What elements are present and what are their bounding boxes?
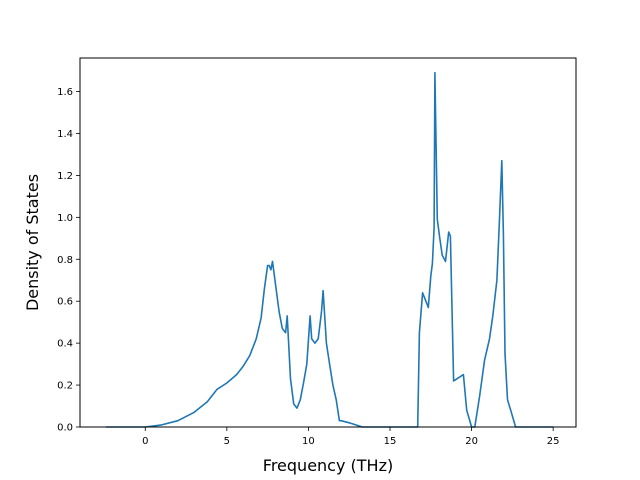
y-tick-label: 1.2: [57, 171, 73, 182]
y-tick-label: 0.2: [57, 381, 73, 392]
axis-ticks: 0 5 10 15 20 25 0.0 0.2 0.4 0.6 0.8 1.0 1.2 1.4 1.6: [57, 87, 559, 447]
y-tick-label: 1.6: [57, 87, 73, 98]
axes-frame: [79, 57, 577, 428]
y-tick-label: 0.4: [57, 339, 73, 350]
x-tick-label: 5: [224, 436, 230, 447]
plot-area: [106, 71, 554, 428]
y-tick-label: 0.6: [57, 297, 73, 308]
y-tick-label: 0.0: [57, 423, 73, 434]
y-tick-label: 1.4: [57, 129, 73, 140]
dos-series-line: [106, 71, 554, 428]
x-tick-label: 15: [384, 436, 397, 447]
x-tick-label: 25: [547, 436, 560, 447]
x-tick-label: 0: [142, 436, 148, 447]
x-axis-label: Frequency (THz): [263, 456, 393, 475]
y-tick-label: 1.0: [57, 213, 73, 224]
x-tick-label: 10: [302, 436, 315, 447]
x-tick-label: 20: [465, 436, 478, 447]
y-tick-label: 0.8: [57, 255, 73, 266]
y-axis-label: Density of States: [23, 174, 42, 311]
